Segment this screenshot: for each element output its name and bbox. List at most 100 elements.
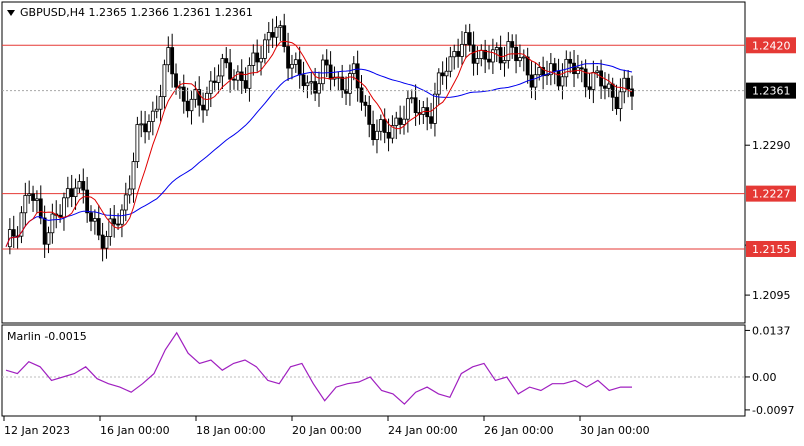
candle xyxy=(38,185,43,225)
candle-body xyxy=(355,63,360,89)
candle-body xyxy=(116,223,120,226)
candle xyxy=(351,56,356,81)
candle-body xyxy=(614,96,619,110)
candle-body xyxy=(197,89,202,106)
candle xyxy=(247,57,252,102)
candle xyxy=(583,59,588,98)
candle-body xyxy=(317,83,321,94)
candle-body xyxy=(263,39,267,59)
candle-body xyxy=(599,70,603,87)
candle xyxy=(239,59,244,94)
candle-body xyxy=(452,51,457,58)
candle xyxy=(216,64,221,94)
candle xyxy=(494,42,499,63)
candle-body xyxy=(518,57,522,62)
candle xyxy=(31,185,35,212)
candle xyxy=(587,73,592,99)
candle xyxy=(313,67,318,102)
candle-body xyxy=(351,63,356,74)
candle-body xyxy=(193,89,198,100)
candle-body xyxy=(212,80,217,83)
candle-body xyxy=(174,73,178,88)
candle xyxy=(23,182,28,227)
candle xyxy=(278,20,283,41)
candle xyxy=(69,174,74,208)
candle-body xyxy=(120,209,124,225)
candle-body xyxy=(208,80,213,94)
candles-group xyxy=(7,13,634,262)
level-price-label: 1.2155 xyxy=(752,243,791,256)
candle-body xyxy=(324,59,329,66)
candle xyxy=(228,49,233,93)
candle-body xyxy=(460,43,464,57)
candle-body xyxy=(247,65,252,89)
candle xyxy=(390,115,395,144)
fast-moving-average-line xyxy=(5,40,633,247)
candle-body xyxy=(147,121,151,133)
candle xyxy=(317,71,321,107)
candle-body xyxy=(270,32,275,38)
candle xyxy=(456,38,461,68)
candle xyxy=(255,39,260,72)
candle xyxy=(81,168,86,204)
candle-body xyxy=(301,74,306,87)
candle-body xyxy=(572,62,576,75)
candle xyxy=(185,87,190,118)
candle xyxy=(293,52,298,73)
candle-body xyxy=(521,56,526,59)
candle-body xyxy=(251,52,256,66)
candle-body xyxy=(46,232,51,245)
candle xyxy=(166,36,171,73)
candle xyxy=(127,175,132,204)
candle xyxy=(11,215,16,248)
candle xyxy=(266,22,271,53)
candle-body xyxy=(162,64,167,98)
candle-body xyxy=(529,74,534,88)
price-tick-label: 1.2095 xyxy=(752,289,791,302)
candle xyxy=(564,50,569,87)
candle xyxy=(235,65,240,91)
candle-body xyxy=(502,60,507,64)
candle xyxy=(560,63,565,100)
candle xyxy=(170,33,175,88)
candle xyxy=(363,95,368,117)
candle xyxy=(398,105,403,135)
chart-header: GBPUSD,H4 1.2365 1.2366 1.2361 1.2361 xyxy=(20,6,253,19)
candle-body xyxy=(31,193,35,201)
candle-body xyxy=(537,67,542,76)
candle xyxy=(460,31,464,65)
candle xyxy=(177,80,182,99)
candle xyxy=(208,71,213,108)
candle-body xyxy=(363,101,368,106)
candle xyxy=(286,32,290,81)
candle-body xyxy=(548,63,553,76)
symbol-menu-triangle-icon[interactable] xyxy=(7,10,15,16)
level-price-badge xyxy=(746,240,796,257)
candle xyxy=(35,190,39,214)
candle xyxy=(340,64,345,98)
indicator-tick-label: 0.0137 xyxy=(752,324,791,337)
candle-body xyxy=(429,116,433,124)
candle xyxy=(375,119,379,154)
candle xyxy=(382,108,387,144)
candle xyxy=(27,180,32,204)
candle-body xyxy=(479,49,484,59)
candle xyxy=(425,97,430,131)
candle-body xyxy=(568,58,573,64)
candle-body xyxy=(96,218,101,236)
candle-body xyxy=(340,76,345,91)
candle-body xyxy=(166,47,171,66)
time-tick-label: 20 Jan 00:00 xyxy=(292,424,362,437)
candle-body xyxy=(259,57,263,63)
candle-body xyxy=(583,68,588,88)
candle xyxy=(89,205,93,232)
candle xyxy=(224,47,229,69)
candle-body xyxy=(413,97,418,114)
indicator-plot-frame xyxy=(1,324,746,417)
slow-moving-average-line xyxy=(5,62,633,247)
current-price-badge xyxy=(746,82,796,99)
candle-body xyxy=(23,195,28,214)
candle-body xyxy=(371,123,375,141)
candle-body xyxy=(139,123,144,126)
